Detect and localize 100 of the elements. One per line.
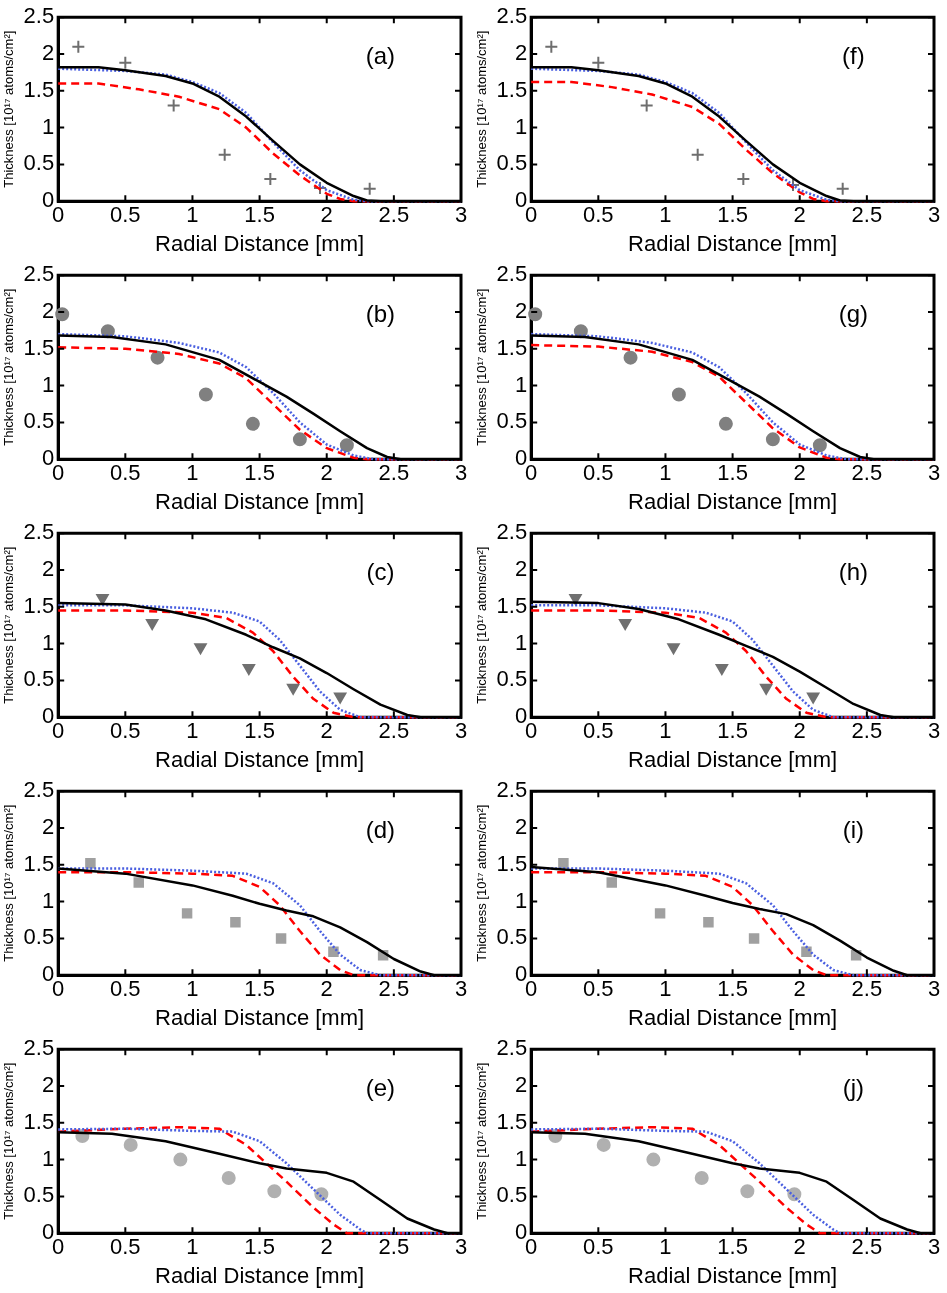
- x-tick-label: 1.5: [244, 718, 275, 744]
- x-tick-label: 2: [793, 460, 806, 486]
- y-tick-label: 2.5: [23, 777, 55, 803]
- y-tick-label: 2: [514, 298, 528, 324]
- point: [133, 877, 144, 888]
- x-tick-label: 3: [927, 460, 941, 486]
- point: [292, 432, 307, 447]
- x-axis-title: Radial Distance [mm]: [155, 488, 365, 514]
- point: [221, 1171, 236, 1185]
- point: [591, 55, 606, 70]
- x-tick-label: 0.5: [110, 202, 141, 228]
- point: [362, 181, 377, 196]
- point: [694, 1171, 709, 1185]
- y-tick-label: 2.5: [23, 261, 55, 287]
- y-tick-label: 1.5: [496, 592, 528, 618]
- x-tick-label: 2.5: [851, 1234, 883, 1260]
- y-tick-label: 1.5: [496, 1108, 528, 1134]
- x-tick-label: 2.5: [378, 460, 410, 486]
- annotation: (a): [365, 42, 396, 70]
- x-axis-title: Radial Distance [mm]: [628, 746, 838, 772]
- x-tick-label: 2.5: [378, 1234, 410, 1260]
- point: [286, 683, 300, 695]
- x-tick-label: 1.5: [244, 460, 275, 486]
- y-tick-label: 2: [514, 40, 528, 66]
- point: [618, 618, 632, 630]
- x-axis-title: Radial Distance [mm]: [628, 488, 838, 514]
- x-tick-label: 3: [927, 718, 941, 744]
- x-tick-label: 1: [659, 1234, 672, 1260]
- point: [267, 1184, 282, 1199]
- point: [835, 181, 850, 196]
- y-tick-label: 1: [41, 1145, 55, 1171]
- point: [166, 98, 181, 113]
- x-tick-label: 0.5: [110, 1234, 141, 1260]
- y-tick-label: 1: [514, 629, 528, 655]
- annotation: (e): [365, 1074, 396, 1102]
- point: [671, 387, 686, 402]
- y-tick-label: 0.5: [23, 408, 55, 434]
- x-axis-title: Radial Distance [mm]: [155, 1004, 365, 1030]
- y-tick-label: 2: [514, 814, 528, 840]
- point: [55, 307, 70, 322]
- x-tick-label: 2.5: [378, 202, 410, 228]
- point: [328, 946, 339, 957]
- y-tick-label: 2: [514, 556, 528, 582]
- point: [606, 877, 617, 888]
- y-tick-label: 0.5: [496, 924, 528, 950]
- x-tick-label: 0.5: [110, 976, 141, 1002]
- y-tick-label: 1.5: [496, 334, 528, 360]
- point: [118, 55, 133, 70]
- x-axis-title: Radial Distance [mm]: [628, 1262, 838, 1288]
- y-axis-title: Thickness [10¹⁷ atoms/cm²]: [1, 288, 17, 446]
- x-tick-label: 2: [320, 460, 333, 486]
- point: [558, 858, 569, 869]
- x-tick-label: 1: [659, 718, 672, 744]
- point: [759, 683, 773, 695]
- point: [263, 172, 278, 187]
- y-tick-label: 2.5: [496, 3, 528, 29]
- y-tick-label: 0.5: [496, 408, 528, 434]
- annotation: (c): [366, 558, 395, 586]
- y-tick-label: 2.5: [496, 261, 528, 287]
- y-tick-label: 0.5: [496, 150, 528, 176]
- y-axis-title: Thickness [10¹⁷ atoms/cm²]: [474, 546, 490, 704]
- point: [801, 946, 812, 957]
- x-tick-label: 1.5: [717, 976, 748, 1002]
- point: [123, 1137, 138, 1152]
- y-tick-label: 2.5: [23, 519, 55, 545]
- y-tick-label: 2.5: [496, 1035, 528, 1061]
- y-axis-title: Thickness [10¹⁷ atoms/cm²]: [474, 30, 490, 188]
- x-tick-label: 2: [793, 1234, 806, 1260]
- x-tick-label: 1: [186, 460, 199, 486]
- y-tick-label: 1: [41, 887, 55, 913]
- point: [718, 416, 733, 431]
- annotation: (j): [842, 1074, 865, 1102]
- x-tick-label: 3: [927, 202, 941, 228]
- point: [528, 307, 543, 322]
- x-tick-label: 3: [927, 976, 941, 1002]
- y-axis-title: Thickness [10¹⁷ atoms/cm²]: [1, 804, 17, 962]
- x-tick-label: 1: [659, 202, 672, 228]
- y-tick-label: 2: [41, 556, 55, 582]
- y-tick-label: 0.5: [23, 1182, 55, 1208]
- x-tick-label: 2: [320, 976, 333, 1002]
- point: [748, 933, 760, 944]
- x-tick-label: 2.5: [851, 202, 883, 228]
- y-tick-label: 1.5: [23, 76, 55, 102]
- x-tick-label: 1.5: [717, 202, 748, 228]
- x-tick-label: 3: [454, 460, 468, 486]
- point: [667, 643, 680, 655]
- x-tick-label: 0.5: [110, 460, 141, 486]
- point: [173, 1152, 188, 1167]
- x-tick-label: 1: [659, 460, 672, 486]
- x-tick-label: 0.5: [583, 1234, 614, 1260]
- point: [339, 438, 354, 453]
- point: [217, 147, 232, 162]
- y-tick-label: 1.5: [23, 1108, 55, 1134]
- point: [639, 98, 654, 113]
- x-tick-label: 2: [793, 202, 806, 228]
- y-tick-label: 1.5: [496, 76, 528, 102]
- x-tick-label: 2.5: [378, 976, 410, 1002]
- y-tick-label: 2.5: [496, 777, 528, 803]
- y-tick-label: 0.5: [496, 666, 528, 692]
- y-tick-label: 1.5: [23, 850, 55, 876]
